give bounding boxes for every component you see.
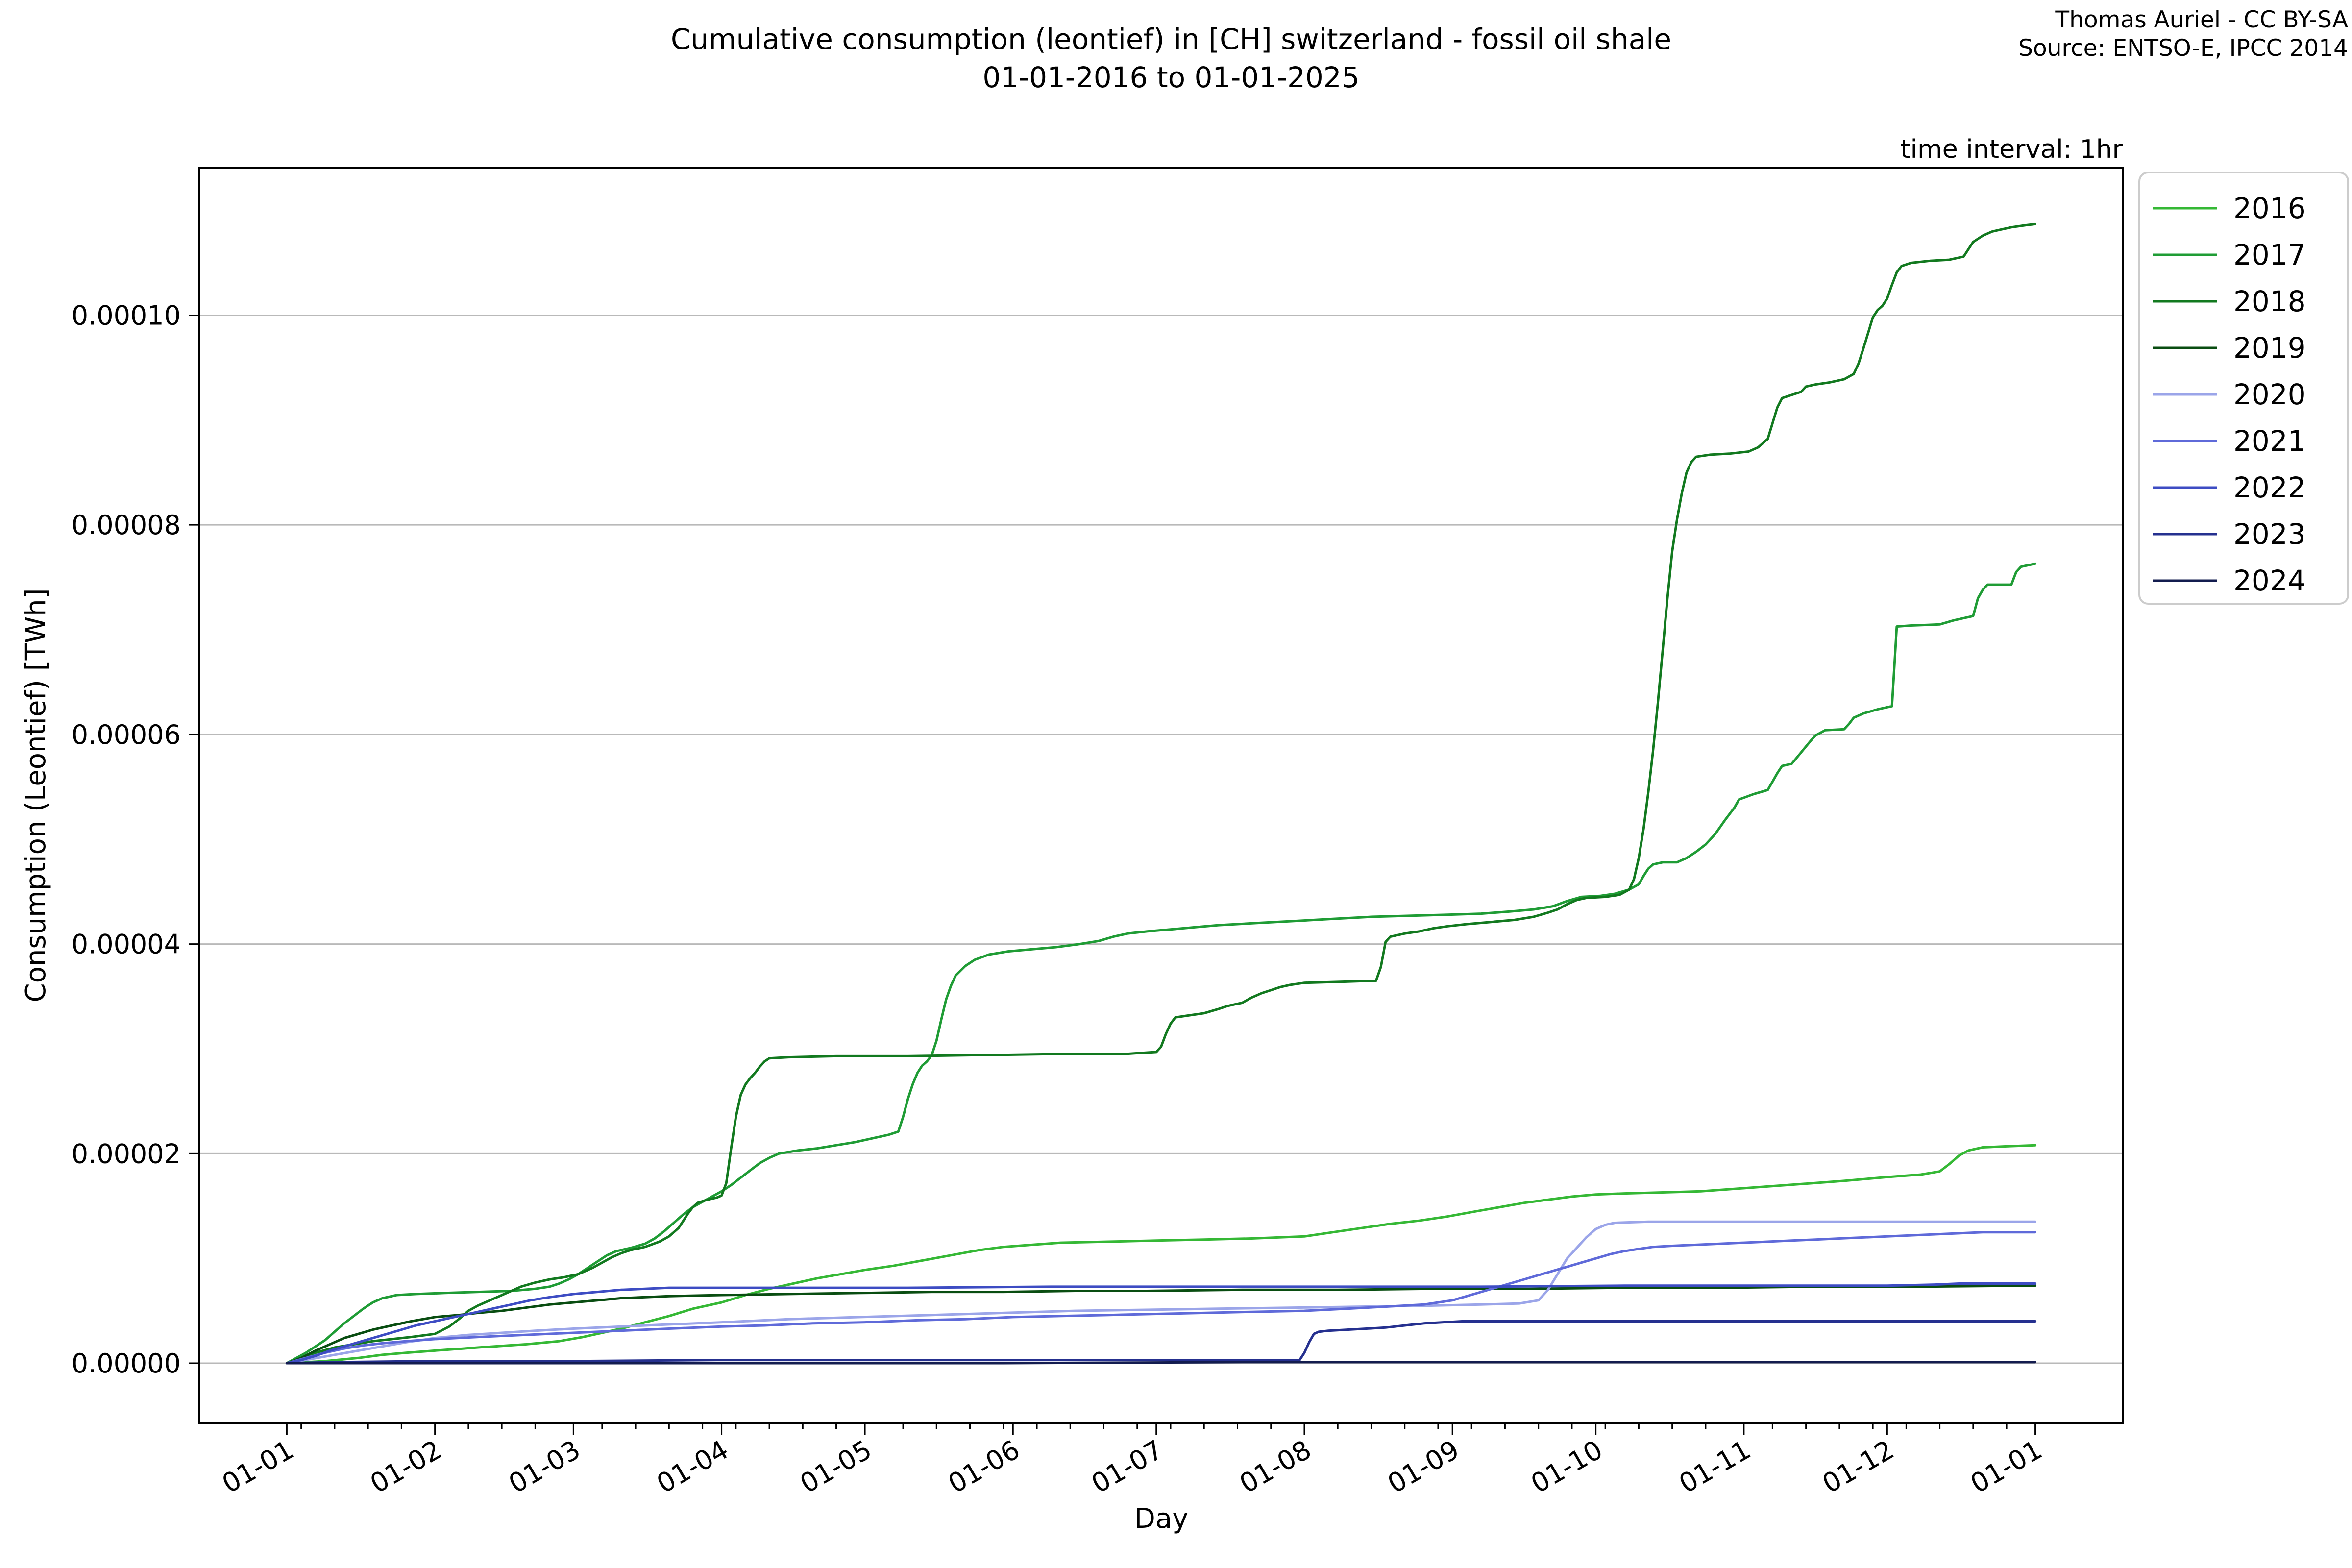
series-line-2024 xyxy=(285,1361,2037,1365)
series-line-2020 xyxy=(285,1220,2037,1365)
attribution-author: Thomas Auriel - CC BY-SA xyxy=(2055,6,2348,33)
x-tick-label: 01-02 xyxy=(365,1434,447,1499)
y-axis-label: Consumption (Leontief) [TWh] xyxy=(20,588,52,1002)
chart-title-line1: Cumulative consumption (leontief) in [CH… xyxy=(671,23,1671,56)
series-line-2018 xyxy=(285,222,2037,1365)
legend-label-2019: 2019 xyxy=(2233,331,2306,365)
legend-label-2023: 2023 xyxy=(2233,517,2306,551)
gridlines xyxy=(199,314,2123,1364)
time-interval-note: time interval: 1hr xyxy=(1900,135,2123,164)
legend: 2016 2017 2018 2019 2020 2021 2022 2023 2024 xyxy=(2138,172,2349,605)
y-tick-label: 0.00000 xyxy=(72,1348,181,1379)
y-tick-label: 0.00006 xyxy=(72,719,181,750)
legend-label-2020: 2020 xyxy=(2233,378,2306,411)
y-tick-label: 0.00002 xyxy=(72,1138,181,1169)
x-tick-label: 01-09 xyxy=(1382,1434,1464,1499)
x-tick-label: 01-05 xyxy=(795,1434,877,1499)
series-line-2023 xyxy=(285,1320,2037,1365)
attribution-source: Source: ENTSO-E, IPCC 2014 xyxy=(2018,35,2348,62)
chart-title-line2: 01-01-2016 to 01-01-2025 xyxy=(982,61,1359,94)
x-axis-label: Day xyxy=(1134,1503,1189,1535)
series-line-2022 xyxy=(285,1282,2037,1365)
legend-label-2021: 2021 xyxy=(2233,424,2306,458)
x-tick-label: 01-01 xyxy=(217,1434,299,1499)
x-tick-label: 01-11 xyxy=(1674,1434,1756,1499)
series-line-2017 xyxy=(285,562,2037,1365)
legend-label-2018: 2018 xyxy=(2233,285,2306,318)
x-tick-label: 01-03 xyxy=(503,1434,585,1499)
plot-border xyxy=(198,167,2124,1424)
y-tick-label: 0.00004 xyxy=(72,929,181,960)
legend-label-2024: 2024 xyxy=(2233,564,2306,597)
series-line-2019 xyxy=(285,1284,2037,1365)
x-tick-label: 01-06 xyxy=(943,1434,1025,1499)
legend-label-2022: 2022 xyxy=(2233,471,2306,504)
x-tick-label: 01-08 xyxy=(1234,1434,1316,1499)
y-tick-label: 0.00010 xyxy=(72,300,181,331)
legend-label-2016: 2016 xyxy=(2233,192,2306,225)
x-tick-label: 01-01 xyxy=(1965,1434,2047,1499)
legend-box xyxy=(2138,172,2349,605)
x-tick-label: 01-12 xyxy=(1817,1434,1899,1499)
x-tick-label: 01-07 xyxy=(1086,1434,1168,1499)
x-tick-label: 01-04 xyxy=(652,1434,734,1499)
legend-label-2017: 2017 xyxy=(2233,238,2306,271)
y-tick-label: 0.00008 xyxy=(72,510,181,540)
data-series xyxy=(285,222,2037,1365)
series-line-2021 xyxy=(285,1231,2037,1365)
x-tick-label: 01-10 xyxy=(1526,1434,1608,1499)
